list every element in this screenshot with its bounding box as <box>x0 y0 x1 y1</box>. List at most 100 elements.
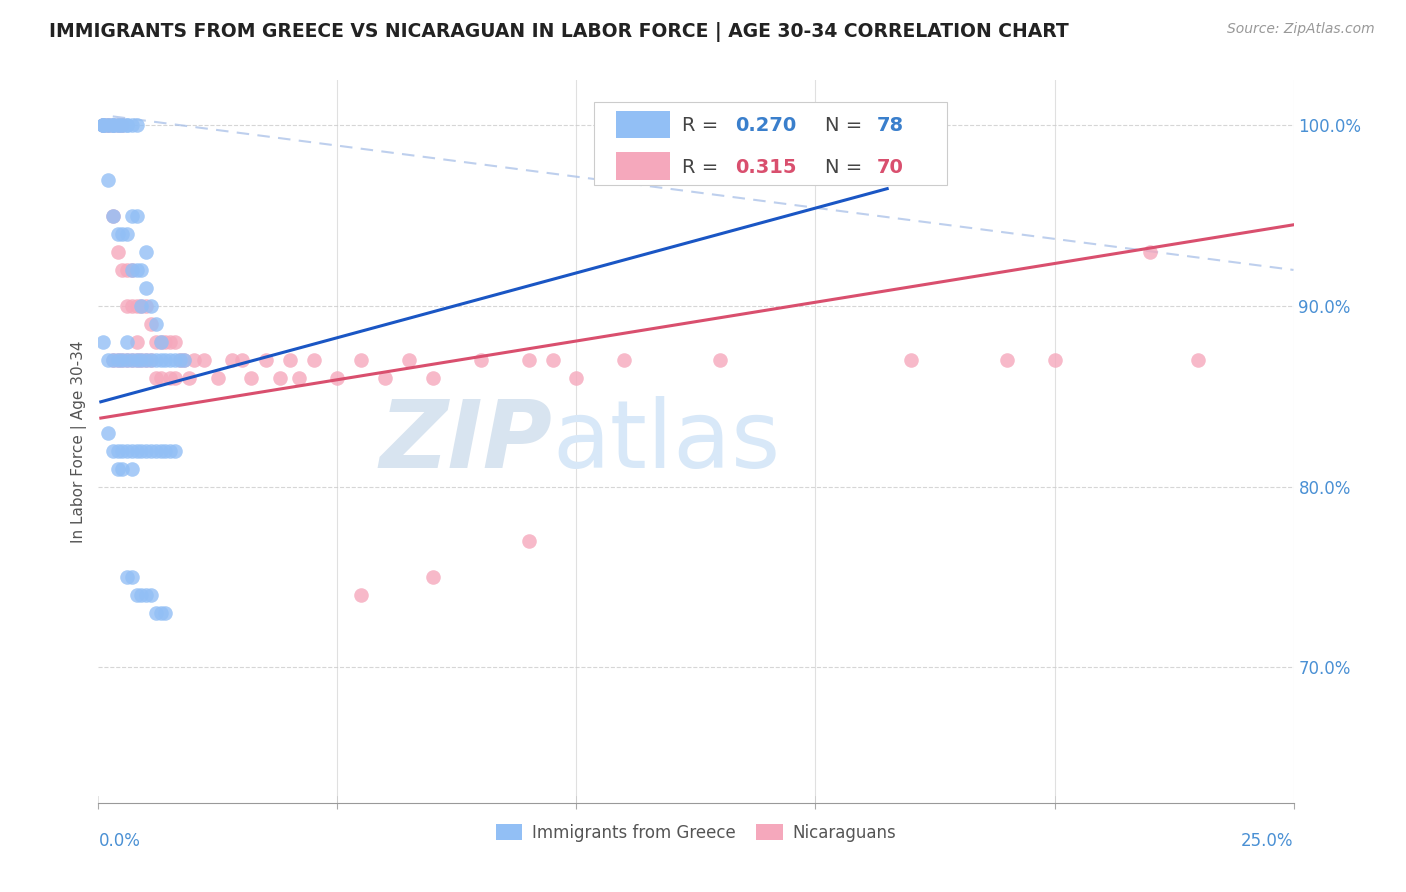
Point <box>115 119 138 133</box>
Point <box>107 119 129 133</box>
Point <box>149 443 172 458</box>
Point <box>121 443 143 458</box>
Text: N =: N = <box>825 158 869 177</box>
Point <box>139 299 162 313</box>
Text: 70: 70 <box>876 158 903 177</box>
Point <box>173 353 195 368</box>
Point <box>97 172 120 186</box>
Point <box>91 119 114 133</box>
Point <box>107 443 129 458</box>
Point <box>155 335 177 350</box>
Point <box>163 443 186 458</box>
Point <box>125 119 148 133</box>
Point <box>97 353 120 368</box>
Point <box>115 353 138 368</box>
Point <box>131 353 153 368</box>
Point <box>121 461 143 475</box>
Point <box>288 371 311 385</box>
FancyBboxPatch shape <box>616 111 669 138</box>
Point <box>111 119 134 133</box>
Point <box>115 299 138 313</box>
Text: ZIP: ZIP <box>380 395 553 488</box>
Point <box>145 443 167 458</box>
Point <box>1139 244 1161 259</box>
Point <box>97 425 120 440</box>
Point <box>149 335 172 350</box>
Point <box>107 244 129 259</box>
Point <box>111 119 134 133</box>
Text: 25.0%: 25.0% <box>1241 831 1294 850</box>
Point <box>145 317 167 331</box>
Point <box>101 209 124 223</box>
Point <box>101 443 124 458</box>
Point <box>107 353 129 368</box>
Point <box>121 209 143 223</box>
Point <box>97 119 120 133</box>
Point <box>125 209 148 223</box>
Point <box>121 353 143 368</box>
Point <box>149 371 172 385</box>
Point <box>111 227 134 241</box>
Point <box>163 335 186 350</box>
FancyBboxPatch shape <box>616 153 669 180</box>
Point <box>97 119 120 133</box>
Point <box>131 588 153 602</box>
FancyBboxPatch shape <box>595 102 948 185</box>
Point <box>91 119 114 133</box>
Point <box>107 353 129 368</box>
Point <box>91 119 114 133</box>
Point <box>135 244 157 259</box>
Point <box>111 119 134 133</box>
Point <box>145 335 167 350</box>
Point <box>107 119 129 133</box>
Point <box>131 299 153 313</box>
Point <box>107 227 129 241</box>
Point <box>254 353 277 368</box>
Y-axis label: In Labor Force | Age 30-34: In Labor Force | Age 30-34 <box>72 340 87 543</box>
Point <box>125 353 148 368</box>
Point <box>541 353 564 368</box>
Point <box>121 299 143 313</box>
Text: IMMIGRANTS FROM GREECE VS NICARAGUAN IN LABOR FORCE | AGE 30-34 CORRELATION CHAR: IMMIGRANTS FROM GREECE VS NICARAGUAN IN … <box>49 22 1069 42</box>
Point <box>115 227 138 241</box>
Point <box>517 353 540 368</box>
Point <box>125 299 148 313</box>
Point <box>159 443 181 458</box>
Point <box>139 353 162 368</box>
Point <box>374 371 396 385</box>
Point <box>159 353 181 368</box>
Point <box>101 119 124 133</box>
Point <box>207 371 229 385</box>
Point <box>155 606 177 620</box>
Point <box>240 371 263 385</box>
Text: 0.270: 0.270 <box>735 117 797 136</box>
Point <box>135 443 157 458</box>
Point <box>613 353 636 368</box>
Point <box>115 335 138 350</box>
Point <box>302 353 325 368</box>
Text: R =: R = <box>682 117 724 136</box>
Point <box>149 353 172 368</box>
Point <box>91 119 114 133</box>
Point <box>350 353 373 368</box>
Point <box>422 570 444 584</box>
Text: Source: ZipAtlas.com: Source: ZipAtlas.com <box>1227 22 1375 37</box>
Point <box>900 353 922 368</box>
Text: 78: 78 <box>876 117 904 136</box>
Point <box>111 353 134 368</box>
Point <box>135 353 157 368</box>
Text: N =: N = <box>825 117 869 136</box>
Point <box>149 606 172 620</box>
Point <box>145 606 167 620</box>
Point <box>163 371 186 385</box>
Point <box>159 371 181 385</box>
Point <box>115 119 138 133</box>
Point <box>131 353 153 368</box>
Point <box>121 263 143 277</box>
Point <box>169 353 191 368</box>
Point <box>101 119 124 133</box>
Point <box>125 263 148 277</box>
Point <box>169 353 191 368</box>
Point <box>107 461 129 475</box>
Point <box>159 335 181 350</box>
